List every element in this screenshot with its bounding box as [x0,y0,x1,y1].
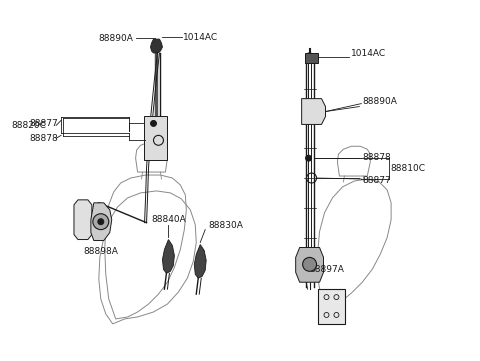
Polygon shape [151,39,162,53]
Text: 88877: 88877 [362,175,391,184]
Text: 88810C: 88810C [390,164,425,173]
Polygon shape [91,203,112,240]
Polygon shape [318,289,346,324]
Polygon shape [305,53,318,63]
Text: 88890A: 88890A [99,34,133,43]
Text: 1014AC: 1014AC [183,32,218,42]
Text: 88877: 88877 [29,119,58,128]
Circle shape [93,214,109,230]
Text: 88830A: 88830A [208,221,243,230]
Circle shape [98,219,104,225]
Polygon shape [162,240,174,273]
Text: 1014AC: 1014AC [351,49,386,58]
Circle shape [306,155,312,161]
Circle shape [151,121,156,126]
Text: 88878: 88878 [362,153,391,162]
Polygon shape [194,244,206,278]
Text: 88897A: 88897A [310,265,345,274]
Text: 88840A: 88840A [151,215,186,224]
Text: 88820C: 88820C [12,121,46,130]
Polygon shape [74,200,92,240]
Polygon shape [144,116,168,160]
Circle shape [302,257,316,271]
Polygon shape [296,248,324,282]
Text: 88898A: 88898A [84,247,118,256]
Text: 88878: 88878 [29,134,58,143]
Polygon shape [301,99,325,125]
Text: 88890A: 88890A [362,97,397,106]
